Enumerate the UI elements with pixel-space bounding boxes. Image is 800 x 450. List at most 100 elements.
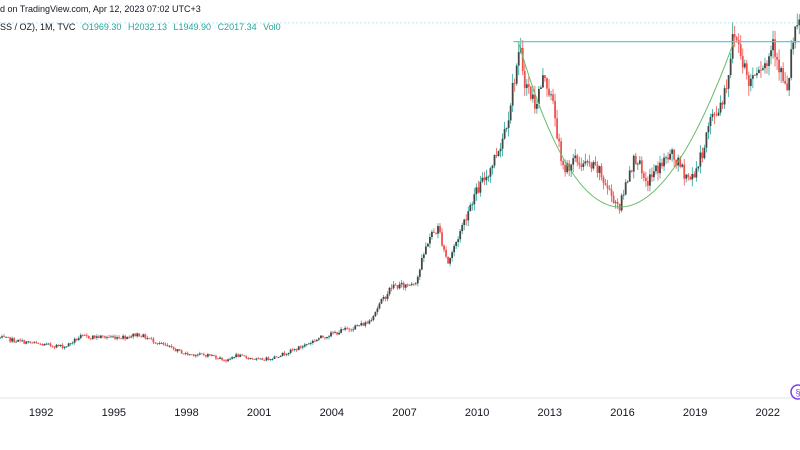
candle-up bbox=[233, 357, 236, 358]
candle-up bbox=[305, 344, 308, 345]
candle-down bbox=[104, 336, 106, 338]
candle-down bbox=[134, 333, 137, 337]
candle-up bbox=[330, 332, 332, 337]
badge-icon[interactable]: § bbox=[790, 384, 800, 400]
candle-up bbox=[388, 287, 391, 295]
candle-up bbox=[106, 337, 108, 338]
candle-up bbox=[469, 204, 472, 212]
candle-down bbox=[529, 86, 532, 99]
symbol-label[interactable]: SS / OZ), 1M, TVC bbox=[0, 22, 76, 32]
candle-down bbox=[634, 155, 637, 165]
candle-up bbox=[699, 152, 702, 167]
candle-up bbox=[303, 344, 306, 347]
candle-down bbox=[128, 336, 131, 338]
candle-up bbox=[404, 284, 407, 288]
candle-up bbox=[344, 327, 347, 330]
candle-down bbox=[606, 185, 609, 189]
candle-up bbox=[356, 325, 359, 327]
candle-up bbox=[626, 181, 629, 183]
time-axis-tick: 1998 bbox=[174, 407, 198, 419]
candle-up bbox=[281, 352, 284, 356]
time-axis-tick: 2001 bbox=[247, 407, 271, 419]
candle-up bbox=[628, 170, 631, 182]
candle-up bbox=[491, 165, 494, 169]
candle-up bbox=[45, 343, 48, 345]
candle-down bbox=[739, 44, 742, 56]
candle-down bbox=[544, 75, 546, 79]
cup-curve[interactable] bbox=[517, 41, 735, 208]
candle-down bbox=[562, 160, 565, 165]
candle-down bbox=[661, 162, 663, 167]
candle-up bbox=[219, 357, 221, 359]
candle-up bbox=[364, 322, 367, 326]
candle-down bbox=[346, 327, 349, 329]
candle-down bbox=[221, 357, 223, 360]
candle-down bbox=[251, 358, 254, 360]
candle-up bbox=[318, 338, 320, 340]
candle-down bbox=[217, 358, 219, 360]
candle-up bbox=[531, 94, 534, 99]
candle-down bbox=[776, 56, 778, 60]
candle-down bbox=[348, 328, 351, 330]
candle-down bbox=[19, 339, 22, 341]
candle-down bbox=[182, 353, 185, 355]
candle-down bbox=[313, 340, 316, 342]
candle-down bbox=[209, 354, 211, 356]
candle-down bbox=[774, 39, 776, 57]
candle-up bbox=[289, 349, 292, 353]
candle-up bbox=[538, 88, 540, 104]
candle-down bbox=[741, 55, 744, 68]
candle-down bbox=[548, 88, 550, 96]
time-axis-tick: 2010 bbox=[465, 407, 489, 419]
candle-up bbox=[414, 283, 417, 285]
candle-up bbox=[762, 68, 764, 70]
candle-down bbox=[640, 160, 643, 174]
candle-down bbox=[596, 164, 599, 173]
candle-down bbox=[675, 159, 678, 166]
candle-up bbox=[352, 329, 355, 331]
candle-up bbox=[525, 84, 528, 88]
candle-down bbox=[342, 329, 345, 331]
candle-up bbox=[194, 355, 197, 357]
candle-up bbox=[116, 337, 118, 339]
candle-down bbox=[180, 350, 183, 354]
candle-down bbox=[200, 353, 203, 355]
low-value: L1949.90 bbox=[173, 22, 212, 32]
candle-up bbox=[550, 94, 552, 96]
candle-up bbox=[455, 241, 458, 246]
candle-up bbox=[574, 155, 577, 159]
candles-layer bbox=[0, 13, 800, 363]
candle-up bbox=[255, 358, 258, 360]
candle-up bbox=[437, 226, 439, 234]
candle-down bbox=[465, 219, 468, 221]
candle-down bbox=[521, 48, 524, 72]
candle-down bbox=[322, 335, 324, 338]
open-value: O1969.30 bbox=[81, 22, 122, 32]
candle-down bbox=[546, 78, 548, 89]
candle-up bbox=[198, 353, 201, 355]
candle-down bbox=[202, 354, 205, 356]
candle-up bbox=[624, 182, 627, 195]
candle-up bbox=[703, 147, 706, 159]
candle-down bbox=[97, 336, 100, 338]
candle-down bbox=[362, 323, 365, 326]
candle-down bbox=[394, 284, 397, 286]
candle-down bbox=[148, 338, 151, 339]
candle-up bbox=[17, 339, 20, 342]
candle-down bbox=[477, 187, 480, 193]
candle-up bbox=[1, 336, 3, 338]
candle-up bbox=[132, 333, 135, 337]
candle-up bbox=[382, 296, 385, 299]
candle-up bbox=[632, 155, 635, 172]
candle-up bbox=[592, 161, 595, 169]
candle-up bbox=[91, 335, 94, 339]
volume-value: Vol0 bbox=[263, 22, 281, 32]
candle-up bbox=[671, 149, 674, 154]
candle-up bbox=[719, 102, 722, 113]
candle-up bbox=[749, 78, 752, 86]
candle-up bbox=[764, 63, 766, 69]
candle-up bbox=[743, 63, 746, 68]
candle-up bbox=[378, 303, 381, 309]
candle-up bbox=[320, 335, 322, 339]
